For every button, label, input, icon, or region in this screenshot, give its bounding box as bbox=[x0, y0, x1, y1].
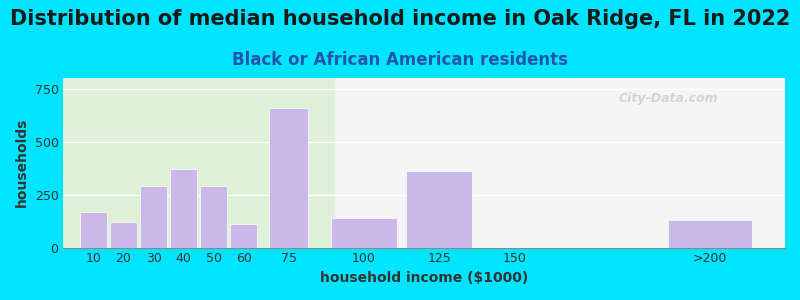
Bar bbox=[200, 186, 227, 248]
Bar bbox=[80, 212, 107, 248]
Y-axis label: households: households bbox=[15, 118, 29, 208]
Bar bbox=[63, 78, 334, 247]
Bar bbox=[668, 220, 752, 248]
Bar bbox=[406, 171, 472, 248]
Text: Black or African American residents: Black or African American residents bbox=[232, 51, 568, 69]
Text: Distribution of median household income in Oak Ridge, FL in 2022: Distribution of median household income … bbox=[10, 9, 790, 29]
Bar bbox=[110, 222, 137, 248]
Text: City-Data.com: City-Data.com bbox=[619, 92, 718, 105]
Bar bbox=[331, 218, 397, 247]
Bar bbox=[270, 108, 309, 247]
Bar bbox=[170, 169, 198, 248]
Bar bbox=[140, 186, 167, 248]
Bar bbox=[230, 224, 258, 248]
X-axis label: household income ($1000): household income ($1000) bbox=[320, 271, 528, 285]
